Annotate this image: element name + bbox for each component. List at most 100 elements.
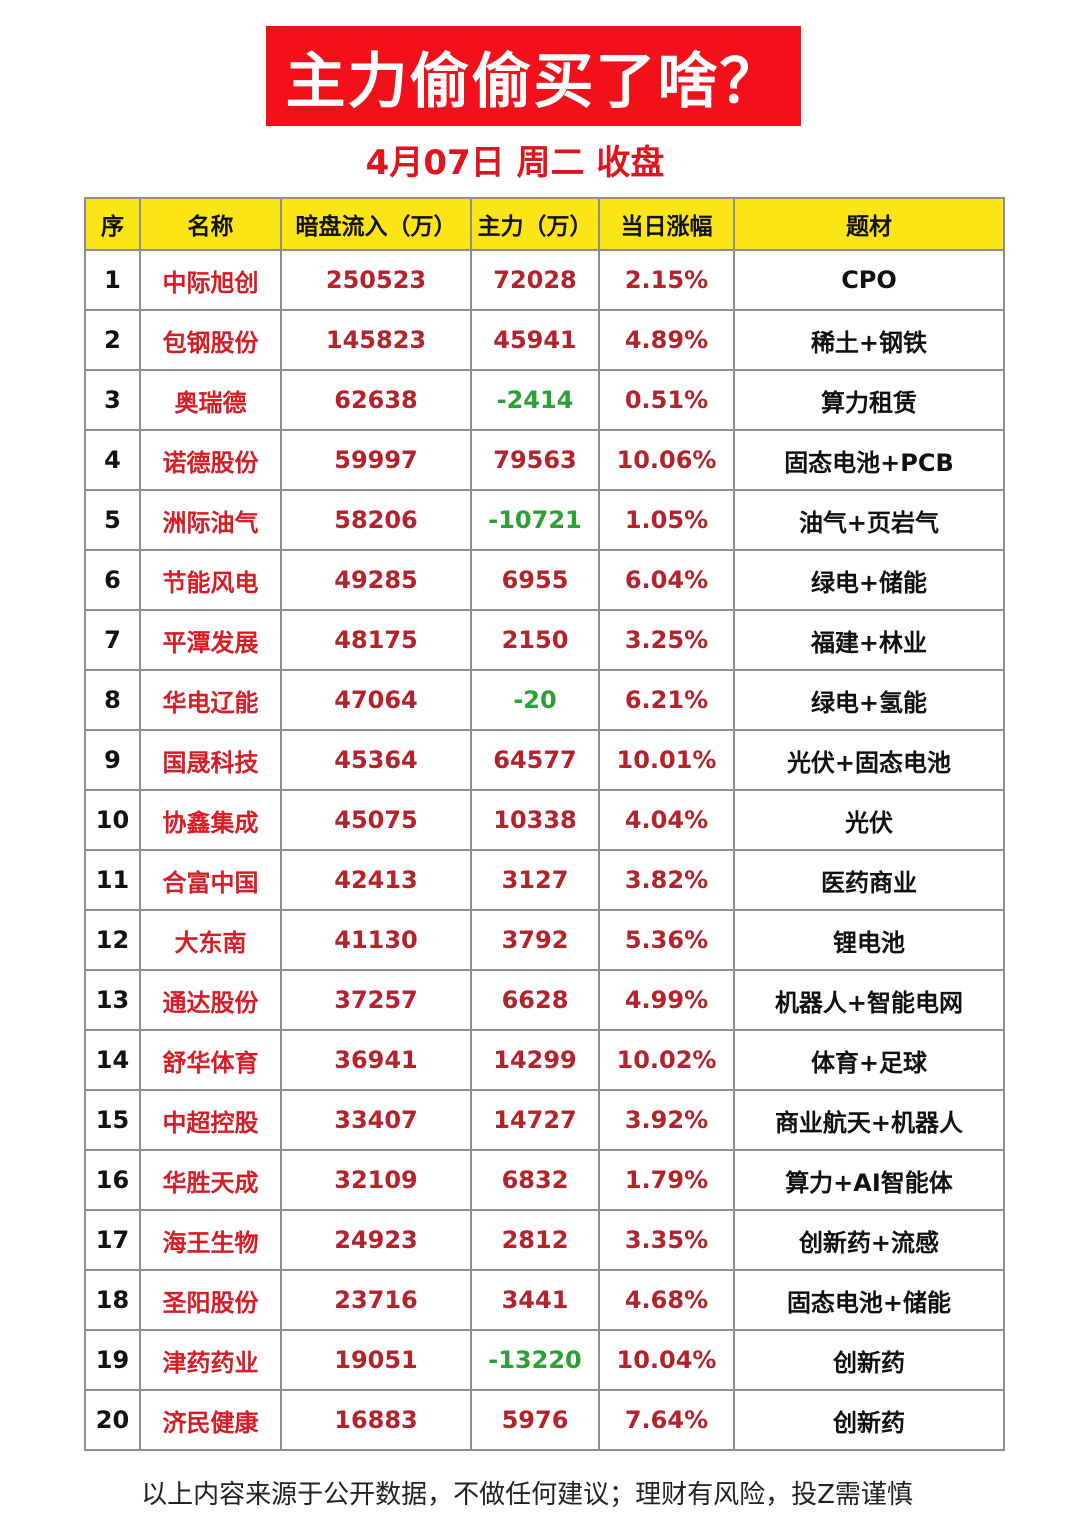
cell-stock-name: 济民健康	[139, 1389, 282, 1451]
cell-theme: 算力租赁	[733, 369, 1005, 431]
cell-daily-change: 10.01%	[598, 729, 735, 791]
disclaimer-text: 以上内容来源于公开数据，不做任何建议；理财有风险，投Z需谨慎	[141, 1480, 913, 1510]
cell-stock-name: 中超控股	[139, 1089, 282, 1151]
cell-rank: 16	[84, 1149, 141, 1211]
cell-rank: 15	[84, 1089, 141, 1151]
cell-rank: 12	[84, 909, 141, 971]
cell-stock-name: 华电辽能	[139, 669, 282, 731]
table-row: 13 通达股份 37257 6628 4.99% 机器人+智能电网	[84, 969, 1005, 1031]
table-row: 6 节能风电 49285 6955 6.04% 绿电+储能	[84, 549, 1005, 611]
table-row: 10 协鑫集成 45075 10338 4.04% 光伏	[84, 789, 1005, 851]
cell-dark-pool-inflow: 36941	[280, 1029, 472, 1091]
cell-theme: 创新药	[733, 1389, 1005, 1451]
cell-daily-change: 5.36%	[598, 909, 735, 971]
cell-dark-pool-inflow: 250523	[280, 249, 472, 311]
cell-daily-change: 0.51%	[598, 369, 735, 431]
cell-theme: 稀土+钢铁	[733, 309, 1005, 371]
page-title: 主力偷偷买了啥？	[285, 46, 782, 117]
cell-main-force: 72028	[470, 249, 600, 311]
cell-dark-pool-inflow: 145823	[280, 309, 472, 371]
table-row: 11 合富中国 42413 3127 3.82% 医药商业	[84, 849, 1005, 911]
cell-daily-change: 7.64%	[598, 1389, 735, 1451]
cell-rank: 5	[84, 489, 141, 551]
cell-rank: 9	[84, 729, 141, 791]
cell-daily-change: 10.04%	[598, 1329, 735, 1391]
cell-rank: 4	[84, 429, 141, 491]
cell-main-force: -2414	[470, 369, 600, 431]
cell-main-force: 14727	[470, 1089, 600, 1151]
cell-dark-pool-inflow: 16883	[280, 1389, 472, 1451]
cell-theme: 光伏+固态电池	[733, 729, 1005, 791]
cell-theme: 创新药	[733, 1329, 1005, 1391]
table-row: 16 华胜天成 32109 6832 1.79% 算力+AI智能体	[84, 1149, 1005, 1211]
cell-dark-pool-inflow: 41130	[280, 909, 472, 971]
cell-main-force: 3441	[470, 1269, 600, 1331]
cell-stock-name: 圣阳股份	[139, 1269, 282, 1331]
table-row: 1 中际旭创 250523 72028 2.15% CPO	[84, 249, 1005, 311]
cell-main-force: 5976	[470, 1389, 600, 1451]
cell-theme: 福建+林业	[733, 609, 1005, 671]
cell-daily-change: 3.82%	[598, 849, 735, 911]
cell-main-force: 6628	[470, 969, 600, 1031]
cell-theme: 体育+足球	[733, 1029, 1005, 1091]
cell-daily-change: 4.68%	[598, 1269, 735, 1331]
cell-theme: 机器人+智能电网	[733, 969, 1005, 1031]
cell-dark-pool-inflow: 45364	[280, 729, 472, 791]
header-theme: 题材	[733, 197, 1005, 251]
cell-main-force: 3127	[470, 849, 600, 911]
cell-daily-change: 3.35%	[598, 1209, 735, 1271]
table-header-row: 序 名称 暗盘流入（万） 主力（万） 当日涨幅 题材	[84, 197, 1005, 251]
cell-daily-change: 4.04%	[598, 789, 735, 851]
cell-rank: 10	[84, 789, 141, 851]
cell-dark-pool-inflow: 45075	[280, 789, 472, 851]
page-subtitle: 4月07日 周二 收盘	[365, 143, 665, 183]
header-rank: 序	[84, 197, 141, 251]
cell-dark-pool-inflow: 62638	[280, 369, 472, 431]
table-row: 9 国晟科技 45364 64577 10.01% 光伏+固态电池	[84, 729, 1005, 791]
table-row: 3 奥瑞德 62638 -2414 0.51% 算力租赁	[84, 369, 1005, 431]
cell-rank: 17	[84, 1209, 141, 1271]
cell-main-force: -10721	[470, 489, 600, 551]
stock-table: 序 名称 暗盘流入（万） 主力（万） 当日涨幅 题材 1 中际旭创 250523 72…	[84, 197, 1005, 1451]
cell-theme: 光伏	[733, 789, 1005, 851]
table-row: 18 圣阳股份 23716 3441 4.68% 固态电池+储能	[84, 1269, 1005, 1331]
table-row: 2 包钢股份 145823 45941 4.89% 稀土+钢铁	[84, 309, 1005, 371]
cell-dark-pool-inflow: 32109	[280, 1149, 472, 1211]
cell-daily-change: 6.04%	[598, 549, 735, 611]
cell-rank: 8	[84, 669, 141, 731]
cell-stock-name: 协鑫集成	[139, 789, 282, 851]
cell-dark-pool-inflow: 59997	[280, 429, 472, 491]
cell-rank: 6	[84, 549, 141, 611]
cell-stock-name: 奥瑞德	[139, 369, 282, 431]
cell-stock-name: 中际旭创	[139, 249, 282, 311]
cell-rank: 20	[84, 1389, 141, 1451]
table-row: 4 诺德股份 59997 79563 10.06% 固态电池+PCB	[84, 429, 1005, 491]
cell-main-force: 64577	[470, 729, 600, 791]
cell-rank: 19	[84, 1329, 141, 1391]
cell-dark-pool-inflow: 23716	[280, 1269, 472, 1331]
cell-main-force: 45941	[470, 309, 600, 371]
cell-stock-name: 包钢股份	[139, 309, 282, 371]
cell-dark-pool-inflow: 24923	[280, 1209, 472, 1271]
cell-main-force: 3792	[470, 909, 600, 971]
cell-stock-name: 诺德股份	[139, 429, 282, 491]
cell-theme: 绿电+储能	[733, 549, 1005, 611]
cell-daily-change: 1.05%	[598, 489, 735, 551]
cell-daily-change: 3.92%	[598, 1089, 735, 1151]
table-row: 12 大东南 41130 3792 5.36% 锂电池	[84, 909, 1005, 971]
cell-stock-name: 华胜天成	[139, 1149, 282, 1211]
cell-daily-change: 3.25%	[598, 609, 735, 671]
table-row: 17 海王生物 24923 2812 3.35% 创新药+流感	[84, 1209, 1005, 1271]
cell-main-force: 6955	[470, 549, 600, 611]
table-body: 1 中际旭创 250523 72028 2.15% CPO 2 包钢股份 145823 45941…	[84, 249, 1005, 1451]
cell-dark-pool-inflow: 37257	[280, 969, 472, 1031]
cell-theme: 油气+页岩气	[733, 489, 1005, 551]
cell-daily-change: 4.89%	[598, 309, 735, 371]
cell-rank: 1	[84, 249, 141, 311]
cell-main-force: 10338	[470, 789, 600, 851]
cell-rank: 14	[84, 1029, 141, 1091]
cell-rank: 11	[84, 849, 141, 911]
title-banner: 主力偷偷买了啥？	[266, 26, 801, 126]
header-name: 名称	[139, 197, 282, 251]
cell-theme: 锂电池	[733, 909, 1005, 971]
